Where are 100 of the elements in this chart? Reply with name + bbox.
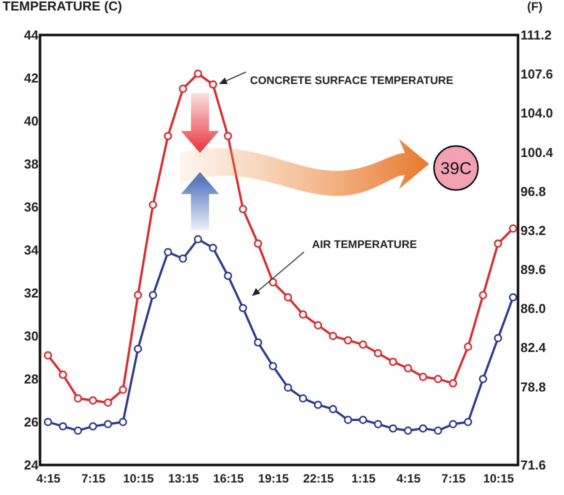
point xyxy=(388,358,398,366)
point xyxy=(118,386,128,394)
point xyxy=(194,70,202,78)
x-tick-label: 19:15 xyxy=(258,472,290,486)
x-tick-label: 4:15 xyxy=(396,472,421,486)
point xyxy=(58,422,68,430)
point xyxy=(404,364,412,372)
point xyxy=(74,426,82,435)
point xyxy=(44,418,52,426)
point xyxy=(494,334,502,342)
point xyxy=(284,384,292,392)
point xyxy=(164,132,172,140)
point xyxy=(478,374,488,384)
point xyxy=(344,336,352,344)
x-tick-label: 10:15 xyxy=(483,472,514,486)
point xyxy=(74,394,82,402)
point xyxy=(374,420,382,428)
point xyxy=(328,332,338,340)
x-tick-label: 16:15 xyxy=(213,472,244,486)
point xyxy=(404,426,412,435)
point xyxy=(164,248,172,256)
point xyxy=(238,205,248,214)
y2-tick-label: 82.4 xyxy=(520,340,547,356)
point xyxy=(134,291,142,300)
x-tick-label: 22:15 xyxy=(303,472,334,486)
x-tick-label: 1:15 xyxy=(352,472,376,486)
point xyxy=(118,418,128,426)
point xyxy=(148,291,158,300)
point xyxy=(418,424,428,433)
y2-tick-label: 100.4 xyxy=(520,144,554,160)
point xyxy=(448,420,458,428)
point xyxy=(284,293,292,302)
point xyxy=(344,416,352,424)
point xyxy=(434,374,442,384)
point xyxy=(224,272,232,280)
point xyxy=(478,291,488,300)
point xyxy=(418,372,428,381)
x-tick-label: 13:15 xyxy=(168,472,200,486)
annotation: 39C xyxy=(440,159,472,178)
y2-axis-title: (F) xyxy=(527,0,542,14)
x-tick-label: 7:15 xyxy=(81,472,106,486)
y-tick-label: 30 xyxy=(24,328,38,344)
point xyxy=(508,224,518,233)
point xyxy=(134,344,142,353)
x-tick-label: 4:15 xyxy=(36,472,61,486)
point xyxy=(464,418,472,426)
y-tick-label: 26 xyxy=(24,414,38,430)
annotation: CONCRETE SURFACE TEMPERATURE xyxy=(250,75,454,87)
y2-tick-label: 107.6 xyxy=(520,66,554,82)
point xyxy=(224,132,232,140)
y-tick-label: 44 xyxy=(24,28,40,42)
y2-tick-label: 86.0 xyxy=(520,301,546,316)
y2-tick-label: 71.6 xyxy=(520,458,546,472)
point xyxy=(298,310,308,319)
y-tick-label: 34 xyxy=(24,242,40,258)
y-tick-label: 24 xyxy=(24,458,40,472)
y-tick-label: 36 xyxy=(24,200,38,214)
point xyxy=(88,396,98,405)
y-tick-label: 32 xyxy=(24,286,38,300)
y2-tick-label: 89.6 xyxy=(520,262,546,278)
point xyxy=(238,304,248,312)
point xyxy=(388,424,398,433)
point xyxy=(314,400,322,409)
x-tick-label: 7:15 xyxy=(442,472,466,486)
point xyxy=(328,405,338,414)
y2-tick-label: 104.0 xyxy=(520,106,554,121)
point xyxy=(104,420,112,428)
y2-tick-label: 93.2 xyxy=(520,222,546,238)
point xyxy=(104,398,112,407)
point xyxy=(434,426,442,435)
point xyxy=(464,342,472,351)
point xyxy=(494,239,502,248)
point xyxy=(178,84,188,93)
point xyxy=(178,254,188,263)
point xyxy=(208,244,218,252)
y2-tick-label: 111.2 xyxy=(520,28,552,42)
point xyxy=(194,235,202,244)
point xyxy=(58,370,68,379)
point xyxy=(208,80,218,89)
point xyxy=(268,278,278,286)
y-tick-label: 38 xyxy=(24,156,38,172)
point xyxy=(148,200,158,209)
y2-tick-label: 78.8 xyxy=(520,379,546,394)
point xyxy=(254,239,262,248)
annotation: AIR TEMPERATURE xyxy=(312,239,417,251)
point xyxy=(314,321,322,330)
y-axis-title: TEMPERATURE (C) xyxy=(2,0,122,14)
y-tick-label: 28 xyxy=(24,372,38,386)
y-tick-label: 40 xyxy=(24,114,38,128)
point xyxy=(374,349,382,358)
point xyxy=(254,338,262,347)
point xyxy=(448,379,458,388)
point xyxy=(298,394,308,402)
point xyxy=(268,362,278,370)
point xyxy=(358,340,368,349)
point xyxy=(358,416,368,424)
point xyxy=(44,351,52,360)
point xyxy=(88,422,98,430)
y-tick-label: 42 xyxy=(24,70,38,86)
point xyxy=(508,293,518,302)
